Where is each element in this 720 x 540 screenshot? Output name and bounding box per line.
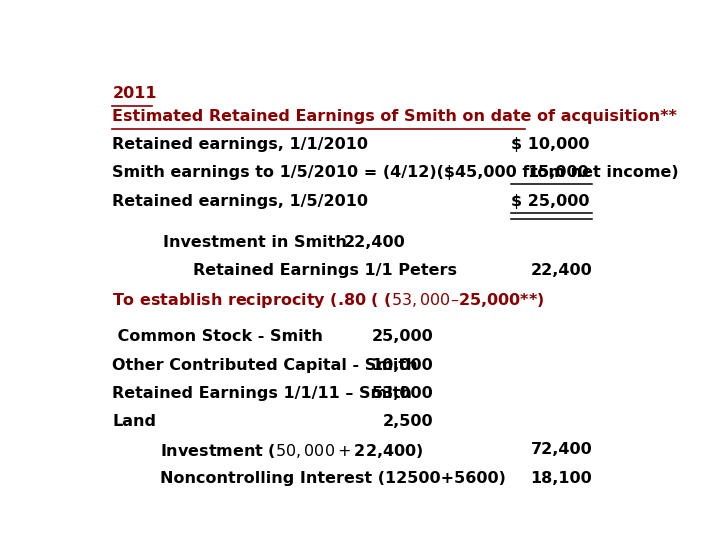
Text: Investment ($50,000 + $22,400): Investment ($50,000 + $22,400)	[160, 442, 423, 461]
Text: Land: Land	[112, 414, 156, 429]
Text: Common Stock - Smith: Common Stock - Smith	[112, 329, 323, 345]
Text: $ 10,000: $ 10,000	[511, 137, 590, 152]
Text: 2011: 2011	[112, 85, 157, 100]
Text: 25,000: 25,000	[372, 329, 433, 345]
Text: 22,400: 22,400	[343, 234, 405, 249]
Text: Retained earnings, 1/5/2010: Retained earnings, 1/5/2010	[112, 194, 369, 208]
Text: 72,400: 72,400	[531, 442, 593, 457]
Text: Estimated Retained Earnings of Smith on date of acquisition**: Estimated Retained Earnings of Smith on …	[112, 109, 678, 124]
Text: Noncontrolling Interest (12500+5600): Noncontrolling Interest (12500+5600)	[160, 471, 505, 485]
Text: Smith earnings to 1/5/2010 = (4/12)($45,000 from net income): Smith earnings to 1/5/2010 = (4/12)($45,…	[112, 165, 679, 180]
Text: To establish reciprocity (.80 ( ($53,000 – $25,000**): To establish reciprocity (.80 ( ($53,000…	[112, 291, 545, 310]
Text: Retained Earnings 1/1/11 – Smith: Retained Earnings 1/1/11 – Smith	[112, 386, 412, 401]
Text: 22,400: 22,400	[531, 263, 593, 278]
Text: Retained earnings, 1/1/2010: Retained earnings, 1/1/2010	[112, 137, 369, 152]
Text: Other Contributed Capital - Smith: Other Contributed Capital - Smith	[112, 357, 418, 373]
Text: Investment in Smith: Investment in Smith	[163, 234, 346, 249]
Text: $ 25,000: $ 25,000	[511, 194, 590, 208]
Text: 15,000: 15,000	[528, 165, 590, 180]
Text: Retained Earnings 1/1 Peters: Retained Earnings 1/1 Peters	[193, 263, 457, 278]
Text: 10,000: 10,000	[372, 357, 433, 373]
Text: 2,500: 2,500	[382, 414, 433, 429]
Text: 53,000: 53,000	[372, 386, 433, 401]
Text: 18,100: 18,100	[531, 471, 593, 485]
